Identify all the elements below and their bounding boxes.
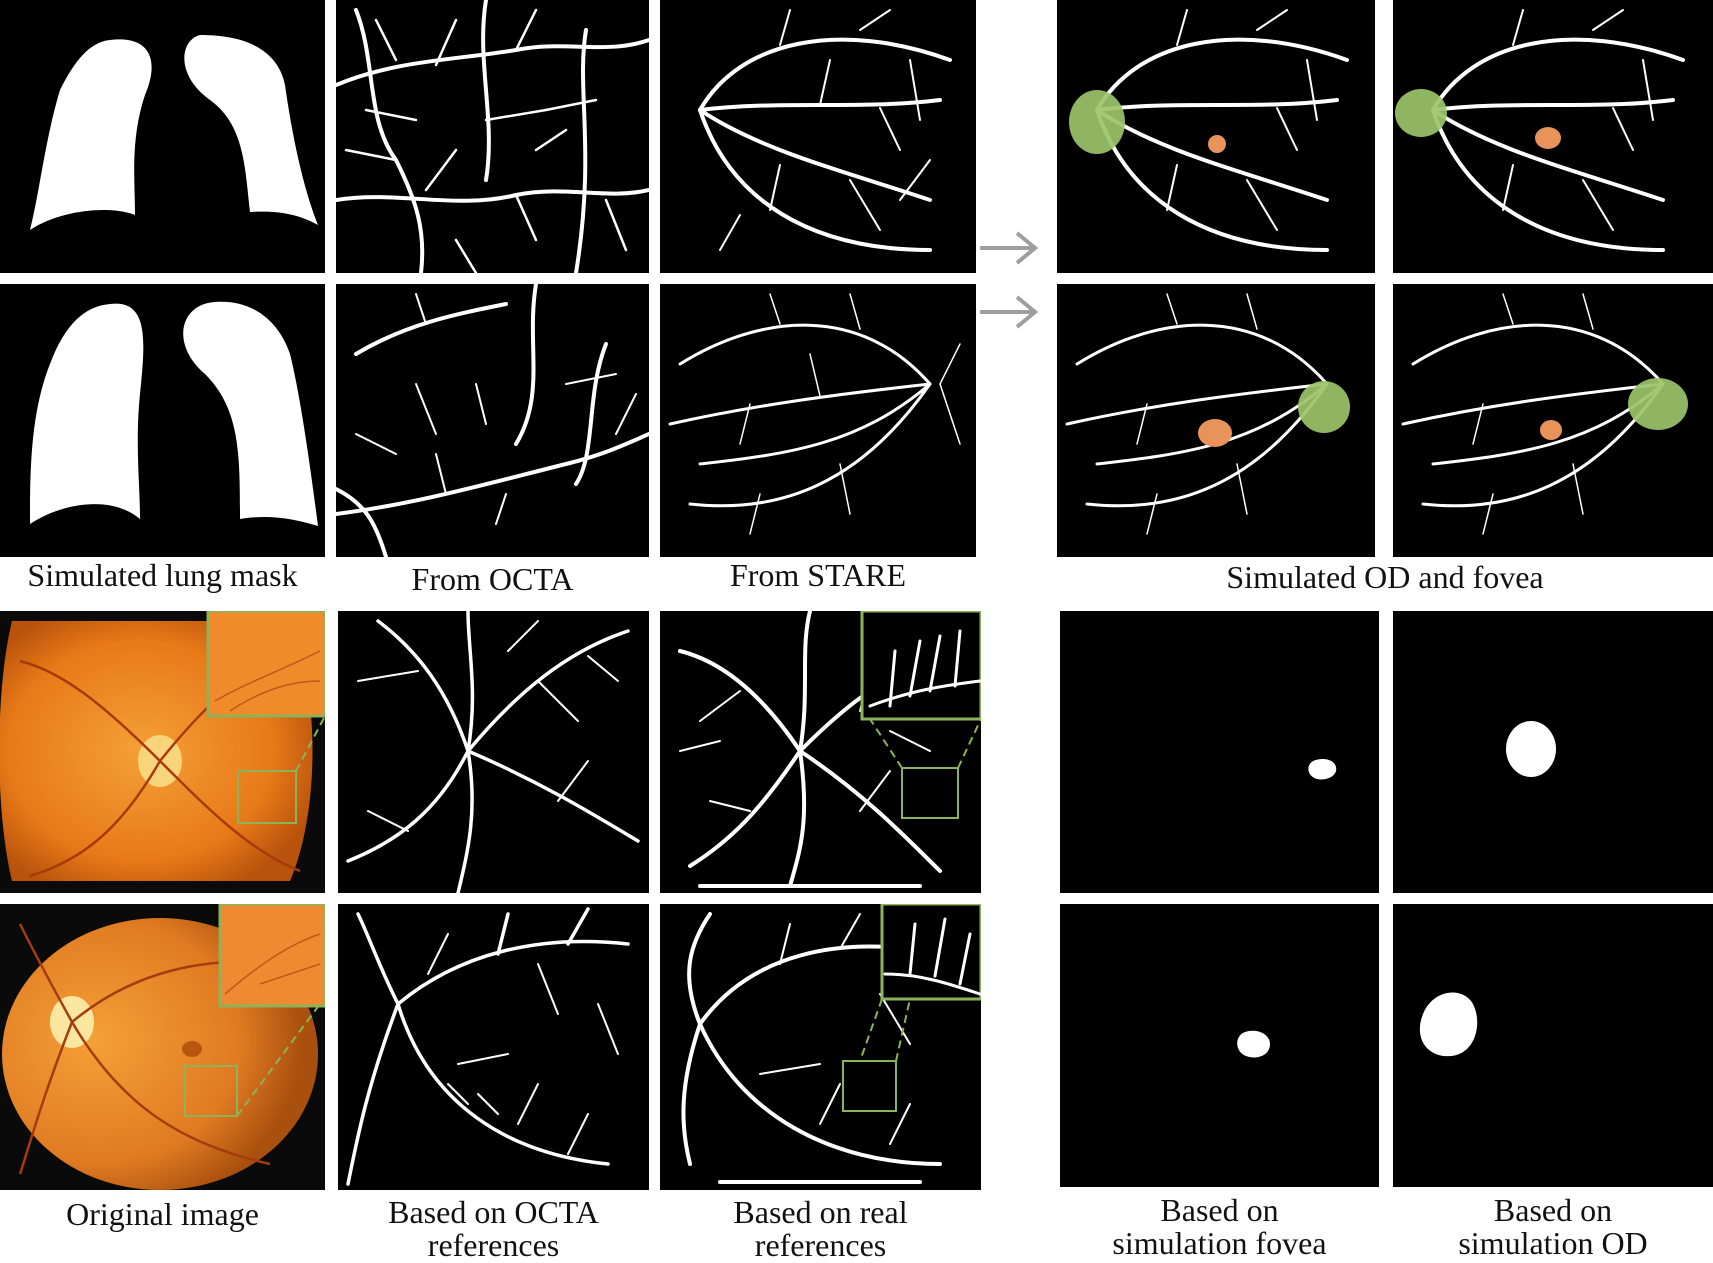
octa-vessel-panel-2 <box>336 284 649 557</box>
od-fovea-panel-4 <box>1393 284 1713 557</box>
real-segmentation-1 <box>660 611 981 893</box>
fundus-image-2 <box>0 904 325 1190</box>
real-segmentation-2 <box>660 904 981 1190</box>
caption-od-fovea: Simulated OD and fovea <box>1226 559 1544 595</box>
stare-vessel-panel-2 <box>660 284 976 557</box>
caption-sim-fovea-line2: simulation fovea <box>1112 1225 1327 1261</box>
caption-original-image: Original image <box>66 1196 259 1232</box>
od-mask-1 <box>1393 611 1713 893</box>
caption-sim-od-line2: simulation OD <box>1458 1225 1648 1261</box>
caption-based-real-line1: Based on real <box>733 1194 908 1230</box>
fovea-mask-1 <box>1060 611 1379 893</box>
od-fovea-panel-1 <box>1057 0 1375 273</box>
caption-sim-fovea-line1: Based on <box>1160 1192 1279 1228</box>
od-fovea-panel-2 <box>1393 0 1713 273</box>
caption-based-octa-line2: references <box>427 1227 560 1263</box>
caption-sim-od-line1: Based on <box>1493 1192 1613 1228</box>
caption-based-real-line2: references <box>754 1227 887 1263</box>
od-fovea-panel-3 <box>1057 284 1375 557</box>
octa-segmentation-1 <box>338 611 649 893</box>
lung-mask-panel-1 <box>0 0 325 273</box>
caption-based-real: Based on real references <box>660 1196 981 1262</box>
octa-vessel-panel-1 <box>336 0 649 273</box>
stare-vessel-panel-1 <box>660 0 976 273</box>
caption-lung-mask: Simulated lung mask <box>27 557 298 593</box>
octa-segmentation-2 <box>338 904 649 1190</box>
od-mask-2 <box>1393 904 1713 1187</box>
fovea-mask-2 <box>1060 904 1379 1187</box>
caption-from-stare: From STARE <box>729 557 907 593</box>
lung-mask-panel-2 <box>0 284 325 557</box>
caption-sim-fovea: Based on simulation fovea <box>1060 1194 1379 1260</box>
caption-from-octa: From OCTA <box>411 561 574 597</box>
caption-based-octa-line1: Based on OCTA <box>388 1194 599 1230</box>
arrow-right-icon <box>980 295 1039 329</box>
caption-sim-od: Based on simulation OD <box>1393 1194 1713 1260</box>
caption-based-octa: Based on OCTA references <box>338 1196 649 1262</box>
arrow-right-icon <box>980 231 1039 265</box>
fundus-image-1 <box>0 611 325 893</box>
